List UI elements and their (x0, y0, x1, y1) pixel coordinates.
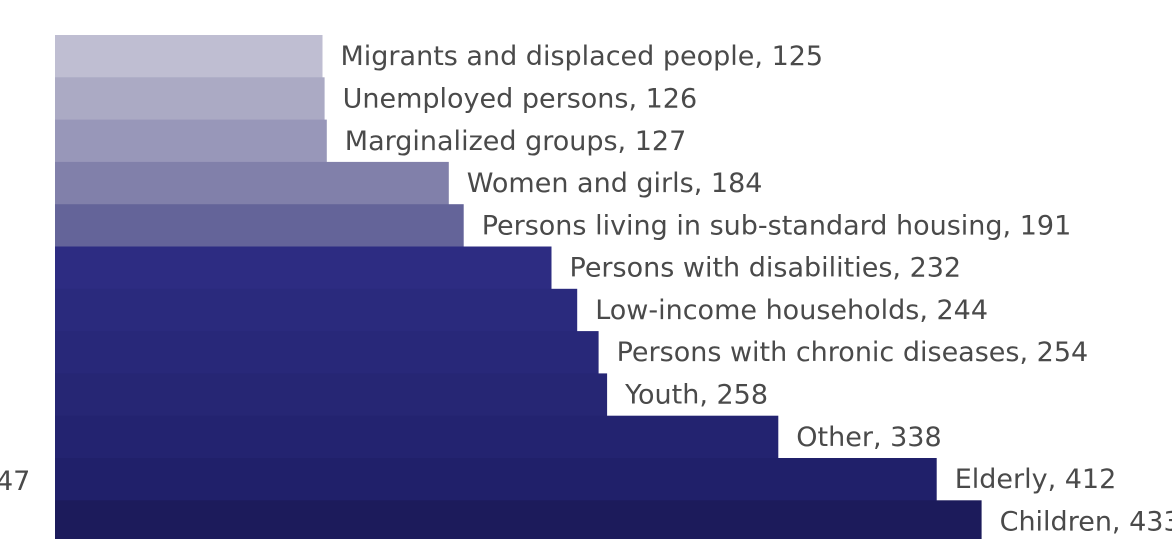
bar-9 (55, 415, 779, 459)
bar-7 (55, 331, 599, 374)
bar-6 (55, 288, 578, 332)
bar-label-9: Other, 338 (796, 422, 941, 453)
bar-8 (55, 373, 608, 417)
bar-label-11: Children, 433 (1000, 506, 1172, 537)
cropped-edge-label: 47 (0, 466, 30, 497)
bar-label-2: Marginalized groups, 127 (345, 126, 686, 157)
bar-label-10: Elderly, 412 (955, 464, 1117, 495)
bar-label-6: Low-income households, 244 (595, 295, 988, 326)
labels-group: Migrants and displaced people, 125 Unempl… (341, 41, 1172, 537)
bar-5 (55, 246, 552, 290)
bar-label-3: Women and girls, 184 (467, 168, 763, 199)
bar-label-5: Persons with disabilities, 232 (570, 253, 962, 284)
bar-0 (55, 35, 323, 78)
bar-label-7: Persons with chronic diseases, 254 (617, 337, 1089, 368)
bar-11 (55, 500, 982, 539)
bars-group (55, 35, 982, 539)
bar-3 (55, 161, 449, 205)
bar-label-8: Youth, 258 (624, 380, 768, 411)
bar-label-1: Unemployed persons, 126 (343, 83, 698, 114)
bar-label-4: Persons living in sub-standard housing, … (482, 210, 1072, 241)
bar-4 (55, 204, 464, 248)
bar-10 (55, 458, 937, 501)
bar-label-0: Migrants and displaced people, 125 (341, 41, 824, 72)
bar-1 (55, 77, 325, 121)
bar-2 (55, 119, 327, 163)
